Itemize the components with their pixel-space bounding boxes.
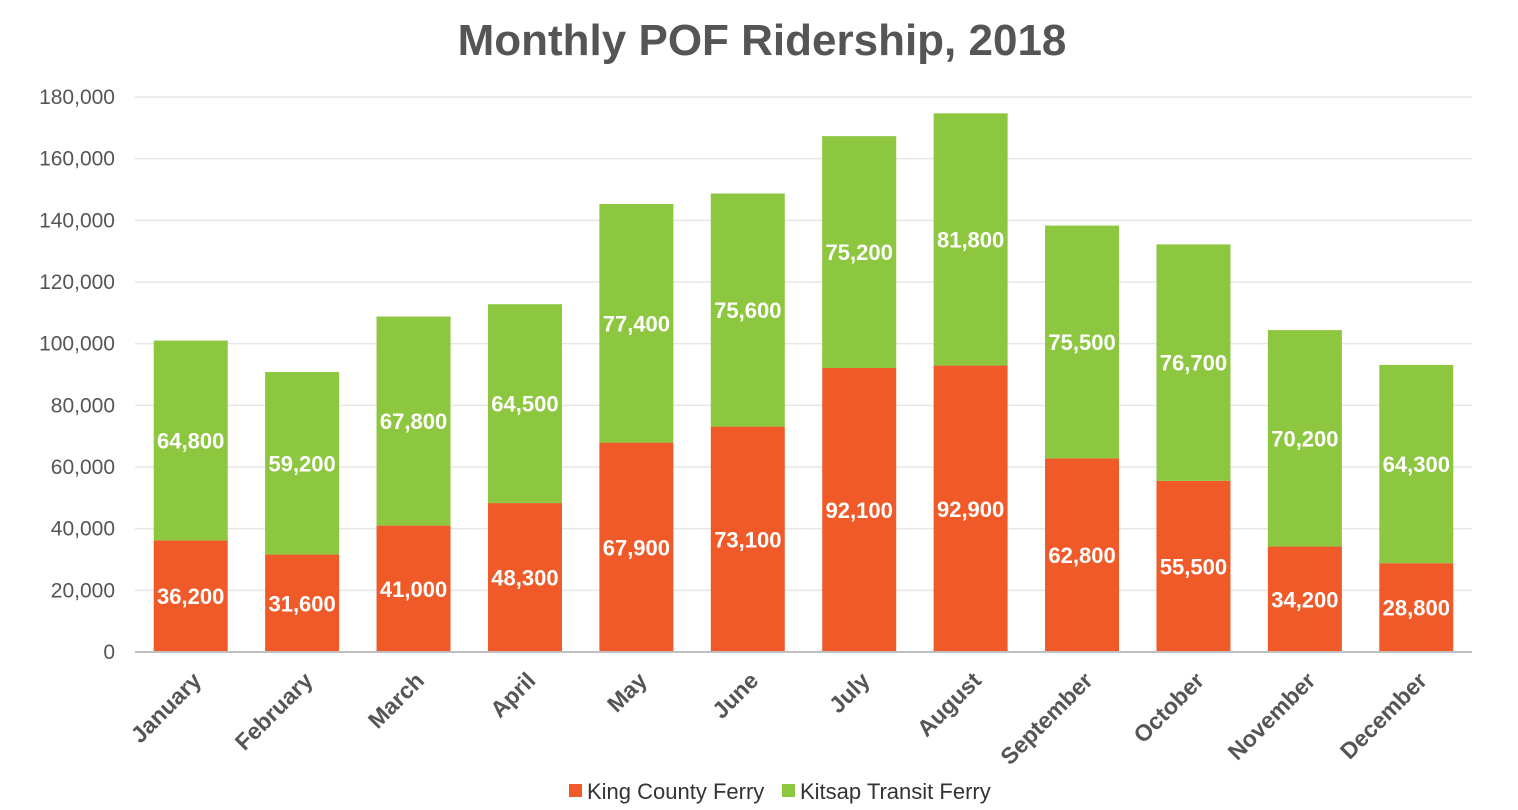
y-tick-label: 60,000	[51, 456, 115, 479]
x-tick-label: October	[1128, 667, 1209, 748]
x-tick-label: November	[1222, 667, 1320, 765]
bar-king-county-september	[1045, 458, 1120, 652]
y-tick-label: 120,000	[39, 271, 115, 294]
data-label: 76,700	[1160, 351, 1227, 376]
data-label: 59,200	[268, 451, 335, 476]
data-label: 67,800	[380, 409, 447, 434]
data-label: 64,500	[491, 392, 558, 417]
data-label: 70,200	[1271, 426, 1338, 451]
bar-king-county-october	[1156, 480, 1231, 652]
x-tick-label: July	[824, 667, 875, 718]
bars: 36,200 64,800 31,600 59,200 41,000 67,800 48,3…	[153, 113, 1454, 652]
data-label: 55,500	[1160, 554, 1227, 579]
data-label: 92,100	[826, 498, 893, 523]
bar-king-county-june	[710, 426, 785, 652]
y-tick-label: 140,000	[39, 209, 115, 232]
bar-king-county-february	[265, 554, 340, 652]
data-label: 34,200	[1271, 587, 1338, 612]
bar-kitsap-september	[1045, 225, 1120, 459]
bar-kitsap-january	[153, 340, 228, 541]
bar-kitsap-may	[599, 203, 674, 443]
bar-kitsap-november	[1267, 330, 1342, 547]
bar-kitsap-april	[487, 304, 562, 504]
bar-king-county-july	[822, 368, 897, 652]
bar-king-county-april	[487, 503, 562, 652]
data-label: 75,500	[1048, 330, 1115, 355]
x-tick-label: May	[602, 667, 652, 717]
bar-king-county-august	[933, 365, 1008, 652]
bar-kitsap-june	[710, 193, 785, 427]
legend: King County Ferry Kitsap Transit Ferry	[569, 779, 991, 804]
data-label: 64,300	[1383, 452, 1450, 477]
bar-king-county-november	[1267, 546, 1342, 652]
data-label: 81,800	[937, 227, 1004, 252]
bar-kitsap-february	[265, 372, 340, 555]
data-label: 67,900	[603, 535, 670, 560]
x-tick-label: January	[125, 667, 206, 748]
legend-label: Kitsap Transit Ferry	[800, 779, 991, 804]
data-label: 62,800	[1048, 543, 1115, 568]
x-tick-label: June	[707, 667, 763, 723]
bar-king-county-march	[376, 525, 451, 652]
y-tick-label: 80,000	[51, 394, 115, 417]
legend-swatch	[782, 784, 795, 797]
bar-king-county-december	[1379, 563, 1454, 652]
data-label: 75,600	[714, 298, 781, 323]
x-tick-label: September	[995, 667, 1097, 769]
y-tick-label: 160,000	[39, 148, 115, 171]
data-label: 75,200	[826, 240, 893, 265]
x-tick-label: December	[1335, 667, 1432, 764]
data-label: 73,100	[714, 527, 781, 552]
y-tick-label: 0	[103, 641, 115, 664]
x-tick-label: March	[363, 667, 429, 733]
legend-swatch	[569, 784, 582, 797]
y-axis: 0 20,000 40,000 60,000 80,000 100,000 120,000 1…	[39, 86, 115, 664]
bar-kitsap-july	[822, 136, 897, 369]
data-label: 48,300	[491, 566, 558, 591]
x-tick-label: February	[230, 667, 318, 755]
data-label: 28,800	[1383, 596, 1450, 621]
x-tick-label: April	[485, 667, 540, 722]
y-tick-label: 40,000	[51, 518, 115, 541]
x-tick-label: August	[912, 667, 987, 742]
y-tick-label: 100,000	[39, 333, 115, 356]
x-axis: January February March April May June July Augu…	[125, 651, 1472, 770]
data-label: 36,200	[157, 584, 224, 609]
y-tick-label: 180,000	[39, 86, 115, 109]
bar-kitsap-march	[376, 316, 451, 526]
data-label: 64,800	[157, 428, 224, 453]
y-tick-label: 20,000	[51, 579, 115, 602]
data-label: 92,900	[937, 497, 1004, 522]
gridlines	[135, 96, 1472, 592]
bar-king-county-may	[599, 442, 674, 652]
chart-title: Monthly POF Ridership, 2018	[458, 16, 1067, 65]
data-label: 77,400	[603, 311, 670, 336]
bar-kitsap-august	[933, 113, 1008, 366]
bar-kitsap-october	[1156, 244, 1231, 481]
data-label: 31,600	[268, 591, 335, 616]
bar-king-county-january	[153, 540, 228, 652]
legend-label: King County Ferry	[587, 779, 764, 804]
bar-kitsap-december	[1379, 364, 1454, 564]
data-label: 41,000	[380, 577, 447, 602]
